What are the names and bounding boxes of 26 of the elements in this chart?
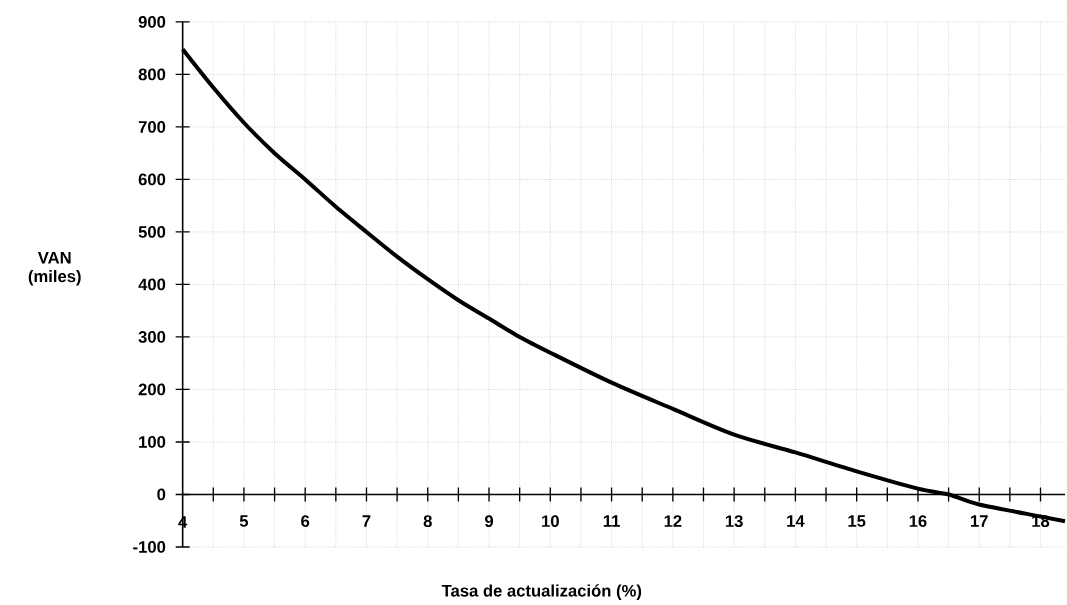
x-tick-label: 14: [787, 515, 805, 527]
y-tick-label: 200: [138, 383, 166, 396]
y-tick-label: 100: [139, 435, 166, 448]
y-tick-label: 700: [138, 120, 166, 133]
x-tick-label: 16: [909, 515, 927, 527]
x-tick-label: 12: [664, 515, 682, 527]
x-tick-label: 8: [423, 515, 432, 527]
y-tick-label: 900: [138, 15, 166, 28]
y-tick-label: -100: [133, 540, 166, 553]
x-tick-label: 17: [971, 515, 988, 527]
y-tick-label: 500: [138, 225, 166, 238]
y-tick-label: 300: [138, 330, 166, 343]
x-tick-label: 15: [848, 515, 866, 527]
y-tick-label: 400: [138, 278, 166, 291]
y-tick-label: 600: [138, 173, 166, 186]
x-tick-label: 6: [301, 515, 310, 527]
x-axis-title: Tasa de actualización (%): [441, 584, 642, 600]
y-tick-label: 800: [138, 68, 166, 81]
x-tick-label: 13: [725, 515, 743, 527]
x-tick-label: 9: [484, 515, 494, 527]
y-axis-title: VAN (miles): [28, 251, 81, 286]
x-tick-label: 10: [542, 515, 559, 527]
y-tick-label: 0: [157, 488, 166, 501]
x-tick-label: 5: [239, 515, 249, 527]
x-tick-label: 7: [362, 515, 371, 527]
x-tick-label: 11: [603, 515, 620, 527]
